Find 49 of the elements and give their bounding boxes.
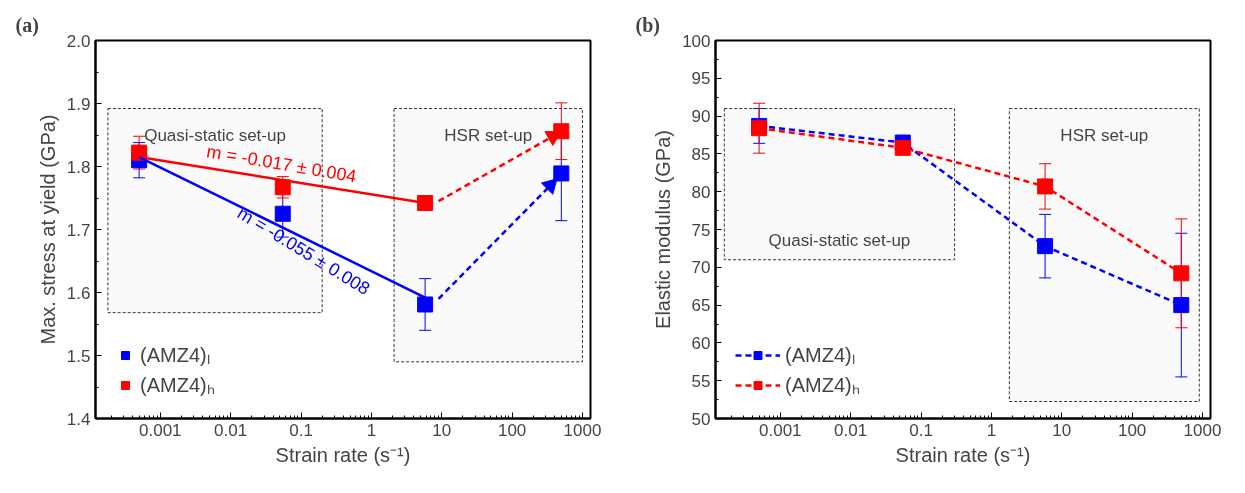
y-tick-label: 80 <box>691 182 711 202</box>
point <box>1037 238 1054 255</box>
x-tick-label: 0.01 <box>834 420 868 440</box>
x-tick-label: 0.001 <box>139 420 182 440</box>
y-tick-label: 1.8 <box>66 157 91 177</box>
x-tick-label: 0.01 <box>214 420 248 440</box>
x-tick-label: 0.001 <box>759 420 802 440</box>
y-tick-label: 55 <box>691 371 711 391</box>
band-label: HSR set-up <box>444 125 533 145</box>
x-tick-label: 1 <box>986 420 997 440</box>
y-axis-title: Elastic modulus (GPa) <box>652 130 675 329</box>
x-tick-label: 0.1 <box>289 420 313 440</box>
x-tick-label: 1000 <box>563 420 602 440</box>
x-tick-label: 10 <box>1052 420 1072 440</box>
point <box>894 139 911 156</box>
x-tick-label: 10 <box>432 420 452 440</box>
x-axis-title: Strain rate (s⁻¹) <box>895 443 1031 466</box>
band-label: Quasi-static set-up <box>144 125 286 145</box>
legend-label: (AMZ4)ₗ <box>140 343 210 368</box>
legend-label: (AMZ4)ₕ <box>785 373 860 398</box>
x-tick-label: 1000 <box>1183 420 1222 440</box>
y-tick-label: 60 <box>691 333 711 353</box>
point <box>1037 178 1054 195</box>
y-tick-label: 65 <box>691 296 711 316</box>
legend-label: (AMZ4)ₗ <box>785 343 855 368</box>
band-label: HSR set-up <box>1060 125 1149 145</box>
y-tick-label: 95 <box>691 69 711 89</box>
x-axis-title: Strain rate (s⁻¹) <box>275 443 411 466</box>
y-tick-label: 1.6 <box>66 283 91 303</box>
band-label: Quasi-static set-up <box>768 231 911 251</box>
y-axis-title: Max. stress at yield (GPa) <box>36 114 59 345</box>
y-tick-label: 70 <box>691 258 711 278</box>
chart-title: (a) <box>15 13 39 37</box>
y-tick-label: 75 <box>691 220 711 240</box>
legend-label: (AMZ4)ₕ <box>140 373 215 398</box>
y-tick-label: 1.5 <box>66 346 91 366</box>
x-tick-label: 100 <box>1117 420 1147 440</box>
y-tick-label: 85 <box>691 144 711 164</box>
x-tick-label: 100 <box>497 420 527 440</box>
y-tick-label: 100 <box>682 31 711 51</box>
y-tick-label: 1.9 <box>66 94 91 114</box>
y-tick-label: 90 <box>691 107 711 127</box>
y-tick-label: 1.4 <box>66 409 91 429</box>
y-tick-label: 50 <box>691 409 711 429</box>
y-tick-label: 2.0 <box>66 31 91 51</box>
chart-title: (b) <box>635 13 660 37</box>
y-tick-label: 1.7 <box>66 220 91 240</box>
x-tick-label: 0.1 <box>909 420 933 440</box>
x-tick-label: 1 <box>366 420 377 440</box>
